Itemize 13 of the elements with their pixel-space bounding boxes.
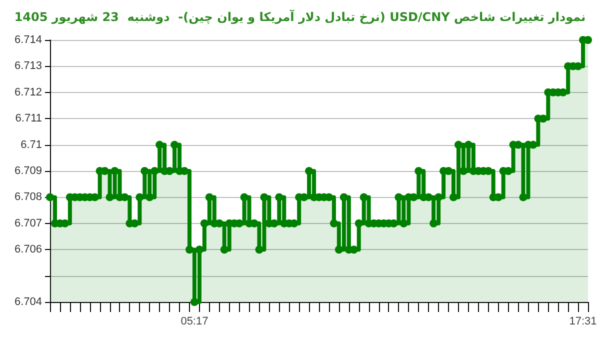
y-tick-label: 6.711 [15, 112, 42, 125]
y-tick-label: 6.712 [14, 86, 42, 98]
y-tick-label: 6.714 [14, 34, 42, 46]
y-tick-label: 6.709 [14, 165, 42, 177]
x-tick-label: 05:17 [180, 316, 208, 328]
y-tick-label: 6.71 [20, 138, 42, 151]
y-tick-label: 6.706 [14, 244, 42, 256]
chart-title: نمودار تغییرات شاخص USD/CNY (نرخ تبادل دلار آمریکا و یوان چین)- دوشنبه 23 شهریور 1405 [14, 9, 586, 24]
y-tick-label: 6.707 [14, 217, 42, 230]
x-tick-label: 17:31 [569, 316, 597, 328]
y-tick-label: 6.713 [14, 60, 42, 72]
y-tick-label: 6.708 [14, 191, 42, 204]
y-tick-label: 6.704 [14, 296, 42, 308]
